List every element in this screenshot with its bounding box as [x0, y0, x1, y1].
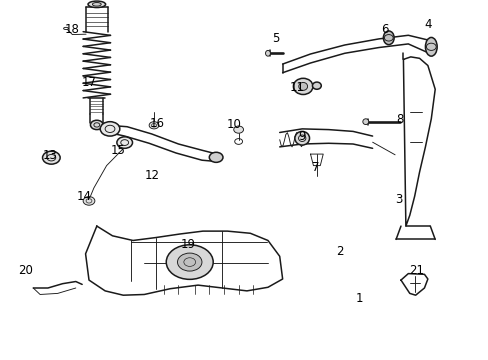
Circle shape — [90, 120, 103, 130]
Ellipse shape — [362, 119, 368, 125]
Circle shape — [177, 253, 202, 271]
Circle shape — [166, 245, 213, 279]
Circle shape — [83, 197, 95, 205]
Text: 12: 12 — [145, 169, 160, 182]
Text: 1: 1 — [355, 292, 363, 305]
Text: 10: 10 — [226, 118, 241, 131]
Text: 9: 9 — [298, 130, 305, 143]
Circle shape — [233, 126, 243, 133]
Text: 2: 2 — [335, 246, 343, 258]
Text: 20: 20 — [18, 264, 33, 277]
Text: 19: 19 — [181, 238, 195, 251]
Text: 6: 6 — [381, 23, 388, 36]
Text: 3: 3 — [394, 193, 402, 206]
Text: 11: 11 — [289, 81, 304, 94]
Circle shape — [42, 151, 60, 164]
Text: 4: 4 — [423, 18, 431, 31]
Ellipse shape — [294, 131, 309, 145]
Text: 5: 5 — [272, 32, 280, 45]
Text: 18: 18 — [65, 23, 80, 36]
Ellipse shape — [88, 1, 105, 8]
Ellipse shape — [312, 82, 321, 89]
Ellipse shape — [383, 31, 393, 45]
Ellipse shape — [293, 78, 312, 94]
Text: 8: 8 — [395, 113, 403, 126]
Ellipse shape — [265, 50, 270, 56]
Circle shape — [100, 122, 120, 136]
Text: 16: 16 — [150, 117, 164, 130]
Circle shape — [149, 122, 159, 129]
Text: 14: 14 — [77, 190, 91, 203]
Circle shape — [117, 137, 132, 148]
Circle shape — [209, 152, 223, 162]
Text: 7: 7 — [311, 161, 319, 174]
Text: 17: 17 — [81, 76, 96, 89]
Text: 21: 21 — [408, 264, 423, 277]
Text: 13: 13 — [42, 149, 57, 162]
Ellipse shape — [298, 82, 307, 90]
Ellipse shape — [425, 37, 436, 56]
Ellipse shape — [92, 3, 101, 6]
Text: 15: 15 — [111, 144, 125, 157]
